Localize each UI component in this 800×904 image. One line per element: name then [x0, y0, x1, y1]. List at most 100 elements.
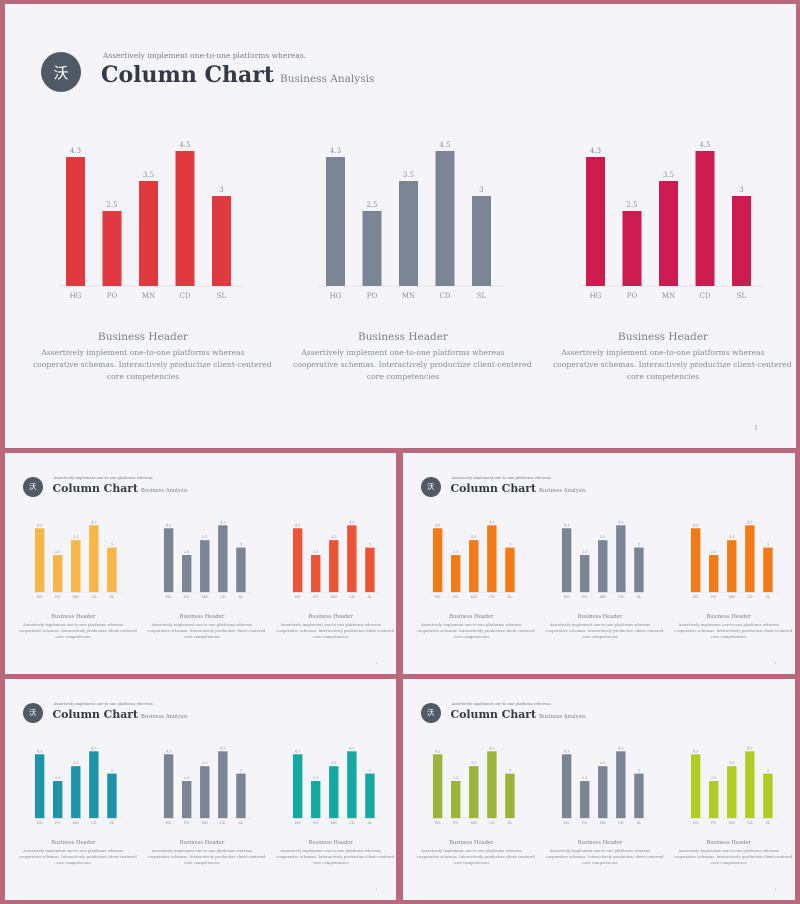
page-title-tag: Business Analysis: [539, 713, 586, 720]
bar: [598, 766, 608, 819]
bar-value-label: 4.3: [70, 147, 81, 155]
bar-value-label: 3: [479, 186, 483, 194]
bar-value-label: 4.3: [295, 524, 301, 528]
category-label: PO: [107, 292, 118, 300]
bar: [586, 157, 605, 286]
bar: [181, 555, 192, 593]
page-number: 1: [754, 425, 758, 432]
business-header-block-3: Business Header Assertively implement one…: [553, 330, 792, 383]
category-label: MN: [402, 292, 415, 300]
category-label: SL: [367, 596, 372, 600]
slide-thumbnail-teal[interactable]: 沃 Assertively implement one-to-one platfo…: [5, 679, 396, 900]
page-title-text: Column Chart: [450, 481, 537, 495]
business-header-title: Business Header: [706, 840, 751, 847]
category-label: MN: [201, 822, 208, 826]
business-header-text: cooperative schemas. Interactively produ…: [674, 628, 793, 633]
page-title-text: Column Chart: [52, 481, 139, 495]
bar: [200, 540, 210, 593]
bar-value-label: 4.5: [220, 747, 226, 751]
bar: [598, 540, 608, 593]
bar-value-label: 4.3: [693, 750, 699, 754]
bar: [433, 528, 443, 593]
business-header-title: Business Header: [51, 840, 96, 847]
column-chart-3: 4.3 HG 2.5 PO 3.5 MN 4.5 CD 3 SL: [289, 747, 381, 826]
bar: [218, 525, 228, 593]
bar-value-label: 3: [739, 186, 743, 194]
header-subtitle: Assertively implement one-to-one platfor…: [103, 51, 307, 60]
bar-value-label: 4.5: [220, 521, 226, 525]
bar: [708, 555, 719, 593]
bar: [346, 751, 357, 819]
bar: [175, 151, 195, 286]
bar-value-label: 3.5: [600, 536, 606, 540]
bar-value-label: 3: [638, 543, 640, 547]
category-label: SL: [110, 596, 115, 600]
page-title: Column Chart Business Analysis: [101, 62, 374, 88]
slide-thumbnail-orange[interactable]: 沃 Assertively implement one-to-one platfo…: [403, 453, 795, 674]
bar-value-label: 2.5: [106, 201, 117, 209]
category-label: SL: [637, 596, 642, 600]
bar-value-label: 3.5: [729, 762, 735, 766]
bar-value-label: 3.5: [471, 536, 477, 540]
category-label: HG: [435, 596, 441, 600]
bar: [71, 766, 81, 819]
category-label: CD: [349, 596, 355, 600]
business-header-block-3: Business Header Assertively implement one…: [674, 840, 792, 866]
bar: [35, 528, 45, 593]
page-number: 1: [774, 661, 777, 666]
bar-value-label: 3: [240, 769, 242, 773]
page-title: Column Chart Business Analysis: [451, 708, 586, 721]
business-header-block-3: Business Header Assertively implement one…: [276, 614, 395, 640]
bar: [579, 781, 590, 819]
bar: [690, 528, 700, 593]
business-header-title: Business Header: [358, 331, 448, 343]
bar: [451, 781, 461, 819]
business-header-text: core competencies: [184, 860, 220, 865]
bar-value-label: 2.5: [184, 776, 190, 780]
category-label: PO: [313, 822, 318, 826]
category-label: PO: [711, 822, 716, 826]
bar: [472, 196, 491, 286]
category-label: HG: [692, 596, 698, 600]
bar-value-label: 3.5: [202, 762, 208, 766]
bar-value-label: 4.5: [747, 747, 753, 751]
bar: [163, 754, 174, 819]
bar: [659, 181, 678, 286]
bar: [328, 766, 339, 819]
bar: [433, 754, 443, 819]
bar: [292, 528, 302, 593]
bar-value-label: 4.5: [489, 521, 495, 525]
bar-value-label: 4.3: [166, 524, 172, 528]
slide-thumbnail-green[interactable]: 沃 Assertively implement one-to-one platfo…: [403, 679, 795, 900]
bar: [139, 181, 158, 286]
category-label: PO: [184, 822, 189, 826]
bar: [732, 196, 751, 286]
column-chart-2: 4.3 HG 2.5 PO 3.5 MN 4.5 CD 3 SL: [160, 747, 253, 826]
slide-main[interactable]: 沃 Assertively implement one-to-one platfo…: [5, 4, 796, 448]
business-header-text: Assertively implement one-to-one platfor…: [421, 622, 522, 627]
bar: [212, 196, 231, 286]
column-chart-2: 4.3 HG 2.5 PO 3.5 MN 4.5 CD 3 SL: [558, 747, 651, 826]
category-label: CD: [91, 822, 97, 826]
bar-value-label: 2.5: [55, 550, 61, 554]
business-header-text: cooperative schemas. Interactively produ…: [18, 628, 137, 633]
bar-value-label: 3.5: [331, 536, 337, 540]
business-header-text: core competencies: [453, 860, 490, 865]
business-header-block-3: Business Header Assertively implement one…: [276, 840, 394, 866]
slide-thumbnail-yellow[interactable]: 沃 Assertively implement one-to-one platfo…: [5, 453, 396, 674]
business-header-text: Assertively implement one-to-one platfor…: [549, 848, 651, 853]
business-header-text: Assertively implement one-to-one platfor…: [549, 622, 651, 627]
bar: [726, 766, 737, 819]
bar: [487, 751, 497, 819]
business-header-text: cooperative schemas. Interactively produ…: [276, 628, 395, 633]
category-label: HG: [70, 292, 82, 300]
category-label: CD: [440, 292, 451, 300]
bar: [310, 781, 321, 819]
page-title-tag: Business Analysis: [539, 487, 586, 494]
business-header-block-2: Business Header Assertively implement one…: [546, 840, 664, 866]
page-title: Column Chart Business Analysis: [451, 482, 586, 495]
bar-value-label: 3: [368, 769, 370, 773]
bar-value-label: 2.5: [711, 550, 717, 554]
bar: [364, 774, 375, 819]
category-label: CD: [489, 596, 495, 600]
